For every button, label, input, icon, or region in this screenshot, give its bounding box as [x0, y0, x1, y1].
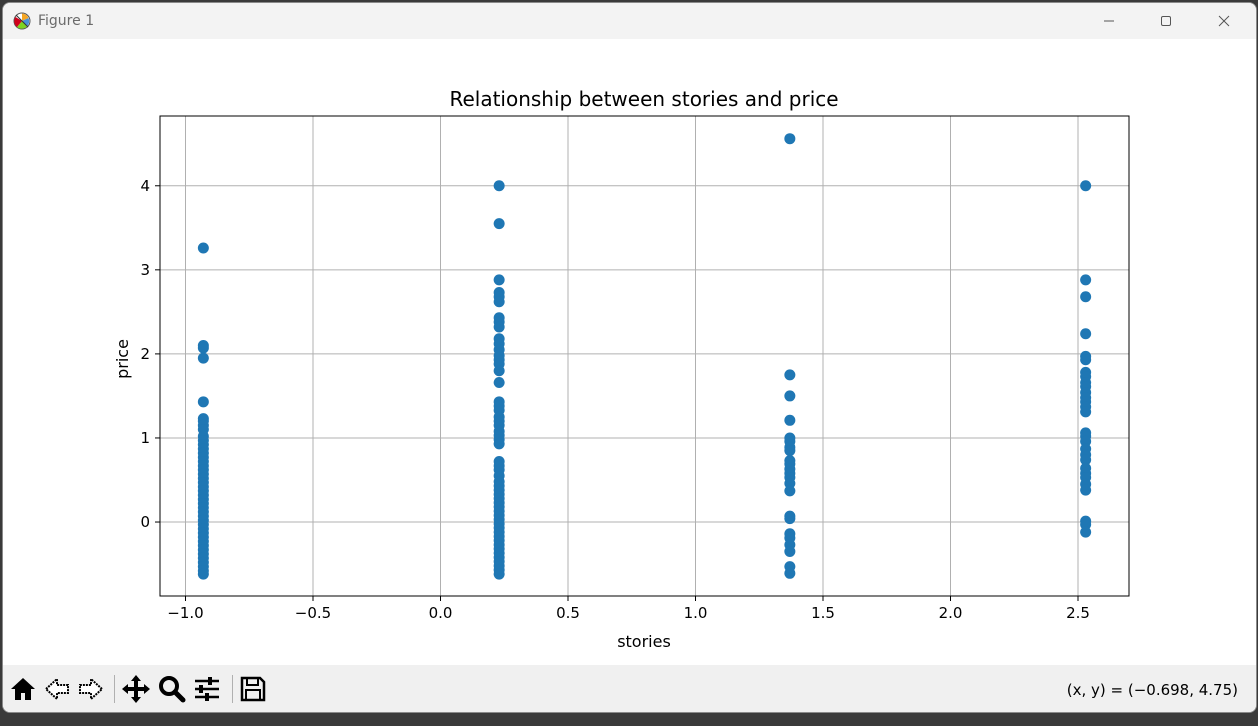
data-point — [493, 180, 505, 192]
data-point — [784, 390, 796, 402]
data-point — [1080, 354, 1092, 366]
pan-icon — [122, 675, 150, 703]
axes-frame — [159, 115, 1130, 597]
data-point — [784, 545, 796, 557]
y-tick-label: 3 — [140, 261, 150, 279]
axis-ticks: −1.0 −0.5 0.0 0.5 1.0 1.5 2.0 2.5 0 1 2 3 4 — [140, 177, 1089, 622]
data-point — [493, 296, 505, 308]
y-tick-label: 2 — [140, 345, 150, 363]
x-tick-label: 1.0 — [684, 604, 708, 622]
data-point — [784, 513, 796, 525]
data-points — [197, 133, 1092, 580]
data-point — [1080, 274, 1092, 286]
data-point — [1080, 406, 1092, 418]
zoom-icon — [159, 676, 186, 703]
data-point — [1080, 519, 1092, 531]
minimize-icon — [1104, 20, 1114, 22]
data-point — [784, 369, 796, 381]
save-icon — [240, 676, 266, 702]
data-point — [784, 414, 796, 426]
x-tick-label: 0.5 — [556, 604, 580, 622]
data-point — [493, 274, 505, 286]
navigation-toolbar: (x, y) = (−0.698, 4.75) — [3, 665, 1256, 712]
minimize-button[interactable] — [1086, 3, 1132, 39]
x-tick-label: −1.0 — [167, 604, 203, 622]
data-point — [784, 133, 796, 145]
x-tick-label: 2.5 — [1066, 604, 1090, 622]
maximize-icon — [1161, 16, 1171, 26]
maximize-button[interactable] — [1143, 3, 1189, 39]
x-tick-label: 0.0 — [429, 604, 453, 622]
data-point — [197, 352, 209, 364]
data-point — [493, 365, 505, 377]
data-point — [197, 242, 209, 254]
data-point — [1080, 484, 1092, 496]
data-point — [197, 396, 209, 408]
scatter-chart: −1.0 −0.5 0.0 0.5 1.0 1.5 2.0 2.5 0 1 2 3 4 Relation… — [113, 87, 1130, 651]
pan-button[interactable] — [120, 673, 152, 705]
cursor-coordinates: (x, y) = (−0.698, 4.75) — [1066, 681, 1238, 699]
data-point — [784, 445, 796, 457]
title-bar[interactable]: Figure 1 — [3, 3, 1256, 39]
data-point — [784, 485, 796, 497]
data-point — [493, 438, 505, 450]
y-axis-label: price — [113, 339, 132, 379]
forward-icon — [79, 676, 104, 702]
data-point — [493, 321, 505, 333]
data-point — [1080, 526, 1092, 538]
configure-subplots-icon — [195, 677, 219, 701]
grid-lines — [160, 116, 1129, 596]
data-point — [197, 568, 209, 580]
x-axis-label: stories — [617, 632, 671, 651]
data-point — [493, 568, 505, 580]
back-icon — [44, 676, 69, 702]
x-tick-label: −0.5 — [295, 604, 331, 622]
zoom-button[interactable] — [156, 673, 188, 705]
x-tick-label: 1.5 — [811, 604, 835, 622]
forward-button[interactable] — [75, 673, 107, 705]
home-button[interactable] — [7, 673, 39, 705]
configure-subplots-button[interactable] — [191, 673, 223, 705]
chart-title: Relationship between stories and price — [449, 87, 838, 111]
data-point — [493, 376, 505, 388]
home-icon — [11, 678, 35, 700]
close-button[interactable] — [1201, 3, 1247, 39]
data-point — [784, 477, 796, 489]
back-button[interactable] — [41, 673, 73, 705]
figure-window: Figure 1 −1.0 −0.5 0.0 0.5 1.0 1.5 2.0 2.5 0 1 2 3 4… — [2, 2, 1257, 713]
data-point — [1080, 435, 1092, 447]
toolbar-separator — [114, 675, 115, 703]
data-point — [1080, 291, 1092, 303]
data-point — [784, 567, 796, 579]
figure-canvas[interactable]: −1.0 −0.5 0.0 0.5 1.0 1.5 2.0 2.5 0 1 2 3 4 Relation… — [3, 39, 1256, 665]
matplotlib-logo-icon — [13, 12, 31, 30]
y-tick-label: 4 — [140, 177, 150, 195]
y-tick-label: 1 — [140, 429, 150, 447]
data-point — [1080, 328, 1092, 340]
data-point — [1080, 180, 1092, 192]
data-point — [1080, 454, 1092, 466]
close-icon — [1218, 15, 1230, 27]
window-title: Figure 1 — [38, 13, 95, 29]
data-point — [493, 218, 505, 230]
x-tick-label: 2.0 — [939, 604, 963, 622]
toolbar-separator — [232, 675, 233, 703]
save-button[interactable] — [237, 673, 269, 705]
data-point — [197, 342, 209, 354]
y-tick-label: 0 — [140, 513, 150, 531]
